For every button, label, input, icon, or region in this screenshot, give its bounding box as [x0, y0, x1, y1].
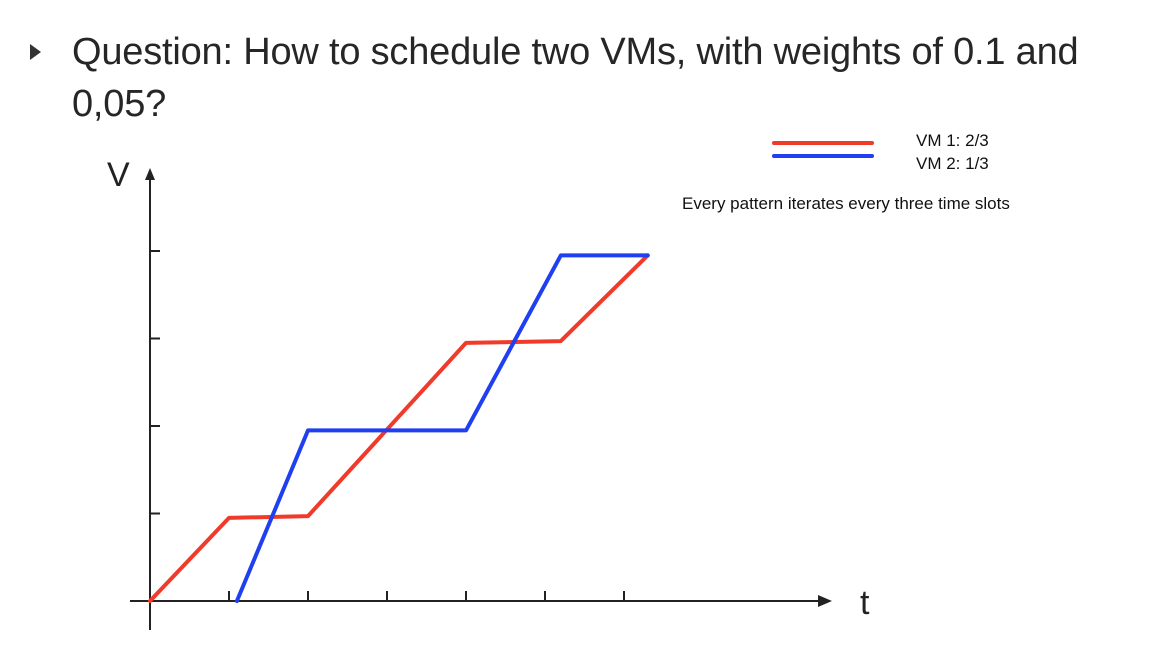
legend-label-vm2: VM 2: 1/3	[916, 154, 989, 173]
legend-label-vm1: VM 1: 2/3	[916, 131, 989, 150]
question-text: Question: How to schedule two VMs, with …	[72, 31, 1079, 125]
triangle-bullet-icon	[30, 44, 41, 60]
x-axis-arrow-icon	[818, 595, 832, 607]
y-axis-label: V	[107, 156, 130, 194]
pattern-note: Every pattern iterates every three time …	[682, 194, 1010, 213]
series-line-vm2	[234, 253, 650, 603]
y-axis-arrow-icon	[145, 168, 155, 180]
x-axis-label: t	[860, 584, 870, 622]
series-line-vm1	[148, 253, 650, 603]
